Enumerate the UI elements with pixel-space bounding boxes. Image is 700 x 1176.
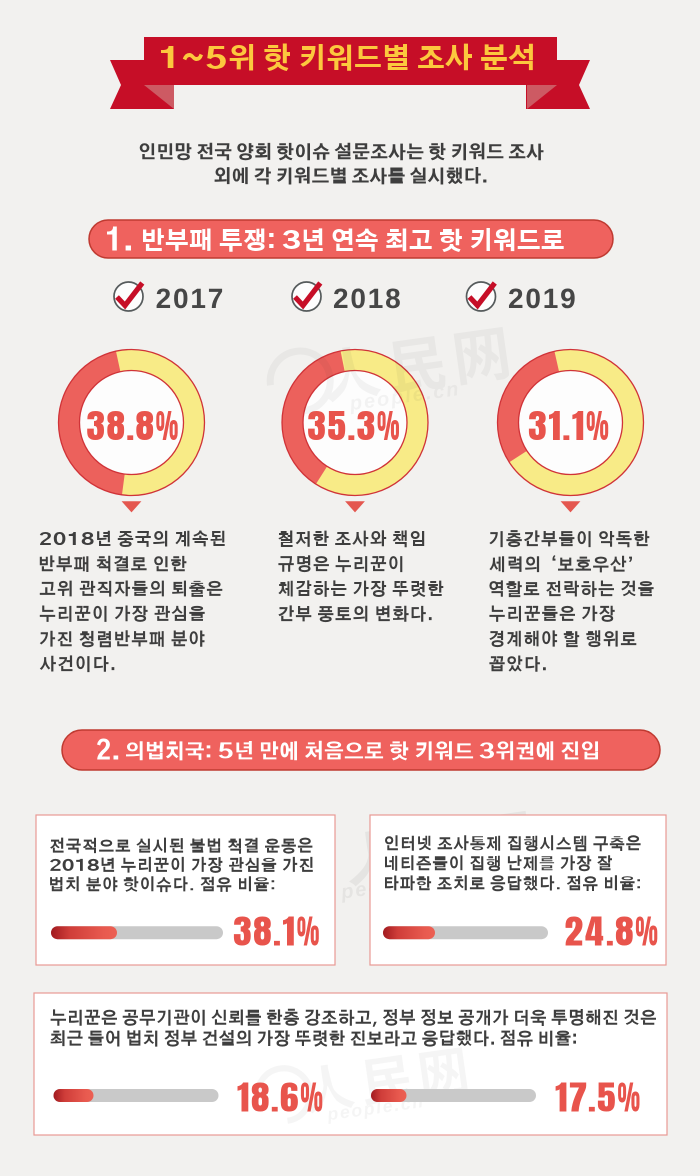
svg-text:2019: 2019	[508, 283, 578, 314]
svg-text:2017: 2017	[156, 283, 226, 314]
svg-text:2018: 2018	[333, 283, 403, 314]
